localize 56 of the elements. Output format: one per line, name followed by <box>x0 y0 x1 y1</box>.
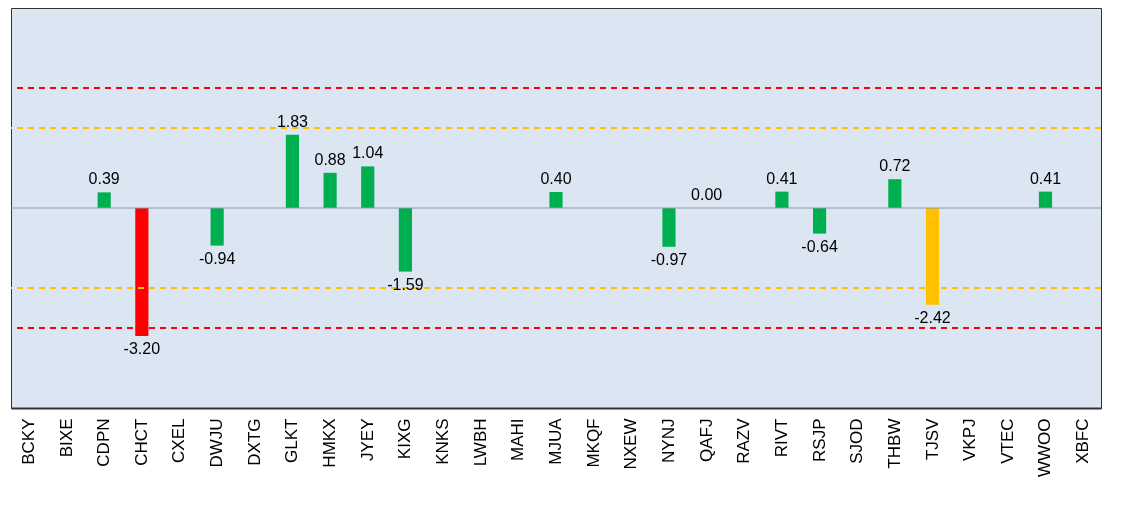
data-label: 1.04 <box>352 144 384 162</box>
bar <box>662 208 676 247</box>
x-tick-label: DXTG <box>244 418 264 466</box>
x-tick-label: KNKS <box>433 418 453 465</box>
x-tick-label: DWJU <box>207 418 227 468</box>
x-tick-label: VKPJ <box>960 418 980 462</box>
bar <box>285 134 300 208</box>
x-tick-label: BIXE <box>56 418 76 458</box>
data-label: 1.83 <box>276 112 309 130</box>
bar <box>210 208 224 246</box>
x-tick-label: RAZV <box>734 417 754 464</box>
data-label: -2.42 <box>914 308 951 326</box>
data-label: 0.41 <box>1029 169 1062 187</box>
x-tick-label: QAFJ <box>696 418 716 462</box>
x-tick-label: VTEC <box>997 418 1017 464</box>
x-tick-label: WWOO <box>1035 418 1055 478</box>
bar <box>888 179 902 208</box>
data-label: -1.59 <box>387 275 424 293</box>
x-tick-label: SJOD <box>847 418 867 464</box>
bar <box>812 208 827 234</box>
x-tick-label: HMKX <box>320 418 340 468</box>
data-label: -3.20 <box>123 340 161 357</box>
x-tick-label: NYNJ <box>658 418 678 463</box>
bar <box>361 166 375 208</box>
x-tick-label: MJUA <box>546 417 565 465</box>
data-label: 0.41 <box>766 169 798 187</box>
x-tick-label: TJSV <box>922 417 942 461</box>
x-tick-label: JYEY <box>357 418 377 462</box>
x-tick-label: MAHI <box>508 418 528 461</box>
x-tick-label: RIVT <box>771 418 791 458</box>
data-label: 0.00 <box>691 186 723 203</box>
data-label: 0.40 <box>540 170 572 187</box>
x-tick-label: NXEW <box>621 418 641 470</box>
bar <box>97 192 111 208</box>
x-tick-label: RSJP <box>809 418 829 462</box>
x-tick-label: GLKT <box>282 418 302 463</box>
bar <box>398 208 412 272</box>
data-label: -0.94 <box>198 249 236 267</box>
x-tick-label: CXEL <box>169 418 189 463</box>
data-label: -0.97 <box>650 250 688 268</box>
x-tick-label: MKQF <box>583 418 603 468</box>
x-tick-label: LWBH <box>470 418 490 467</box>
bar <box>549 192 563 208</box>
x-tick-label: THBW <box>884 418 904 469</box>
bar <box>1038 191 1053 208</box>
data-label: 0.39 <box>88 170 120 188</box>
x-tick-label: BCKY <box>18 418 38 465</box>
data-label: 0.88 <box>314 150 346 168</box>
bar <box>323 172 337 208</box>
x-tick-label: KIXG <box>395 418 415 460</box>
bar <box>775 191 789 208</box>
x-tick-label: CDPN <box>94 418 114 467</box>
data-label: 0.72 <box>879 157 911 175</box>
x-tick-label: XBFC <box>1073 418 1093 464</box>
data-label: -0.64 <box>801 237 838 255</box>
x-tick-label: CHCT <box>131 418 151 466</box>
